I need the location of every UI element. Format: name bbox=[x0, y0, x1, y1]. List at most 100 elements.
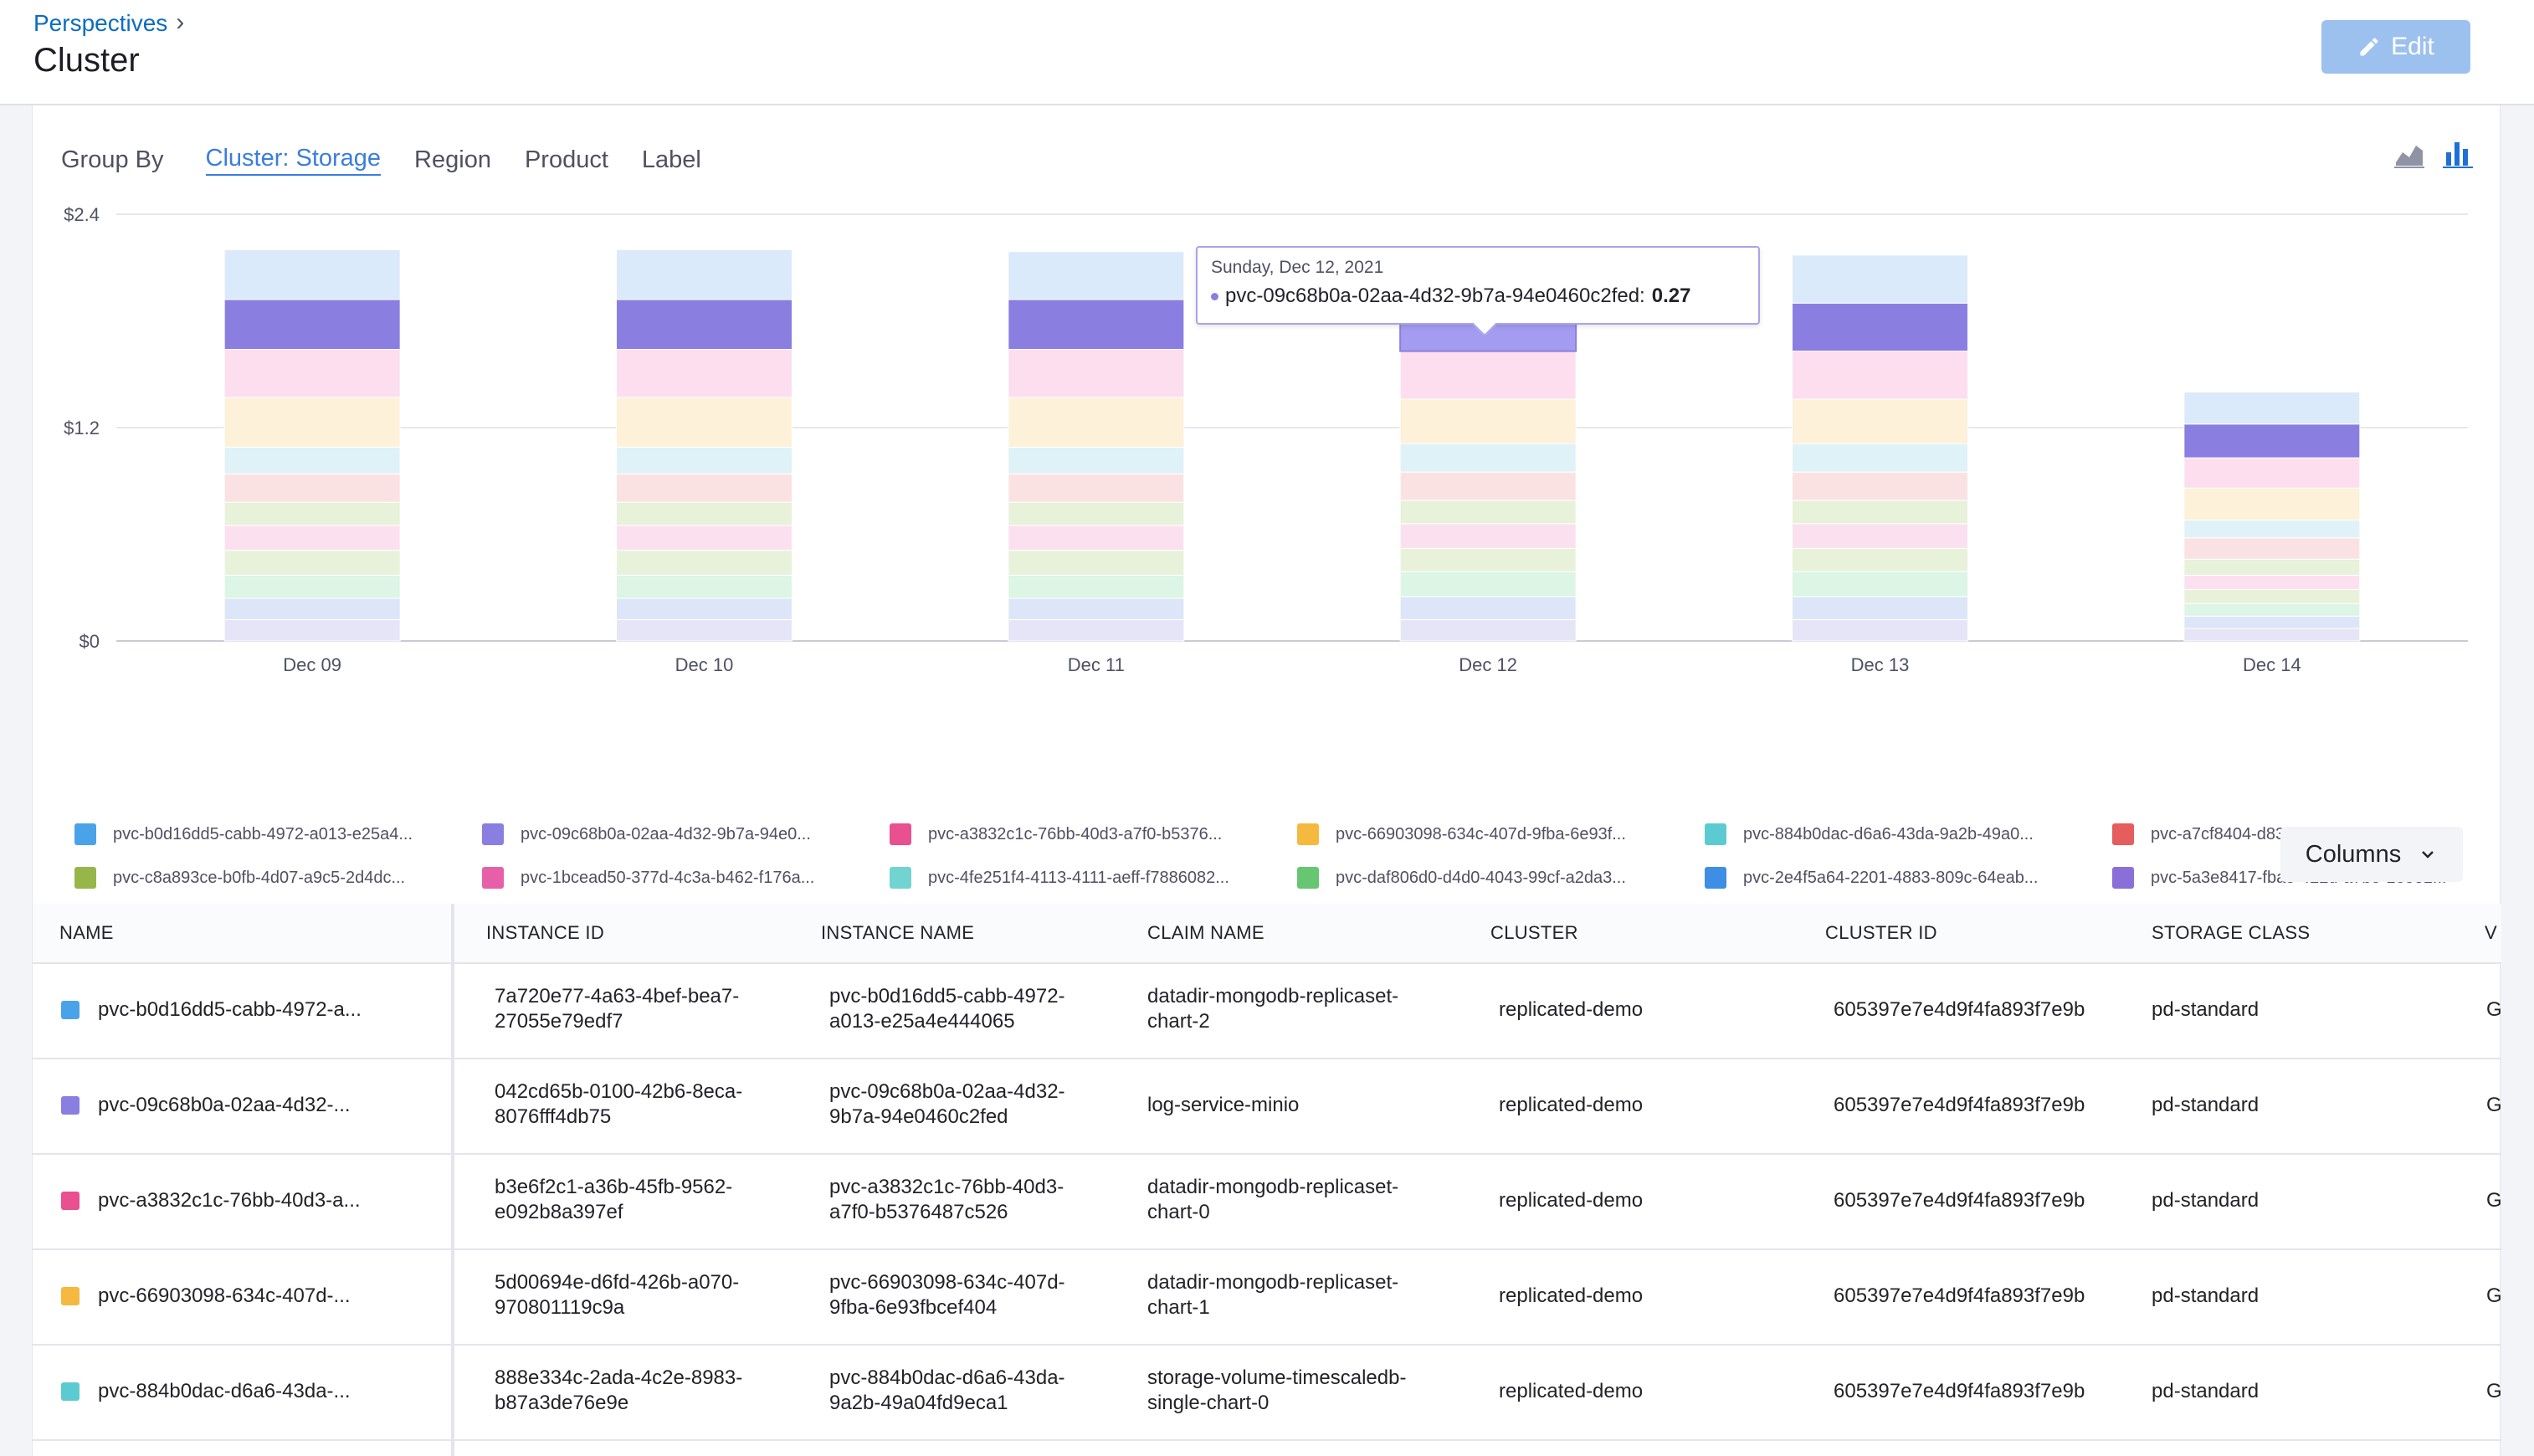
x-tick-label: Dec 09 bbox=[283, 654, 341, 675]
cell-claim-name: log-service-minio bbox=[1147, 1093, 1299, 1118]
y-tick-label: $1.2 bbox=[64, 418, 100, 438]
cell-storage-class: pd-standard bbox=[2152, 1284, 2260, 1307]
cell-name: pvc-66903098-634c-407d-... bbox=[61, 1284, 351, 1309]
x-tick-label: Dec 11 bbox=[1068, 654, 1125, 675]
cell-instance-name: pvc-884b0dac-d6a6-43da- 9a2b-49a04fd9eca1 bbox=[829, 1366, 1065, 1416]
area-chart-icon[interactable] bbox=[2393, 137, 2426, 171]
col-claim-name[interactable]: CLAIM NAME bbox=[1147, 922, 1264, 943]
bar-segment bbox=[1008, 525, 1185, 551]
cell-cluster-id: 605397e7e4d9f4fa893f7e9b bbox=[1834, 998, 2085, 1021]
bar-segment bbox=[1792, 548, 1968, 572]
cell-instance-name-line: pvc-09c68b0a-02aa-4d32- bbox=[829, 1080, 1065, 1103]
columns-button-label: Columns bbox=[2305, 840, 2402, 868]
cell-claim-name-line: chart-0 bbox=[1147, 1201, 1210, 1223]
bar-segment bbox=[223, 525, 401, 551]
bar-segment bbox=[1792, 500, 1968, 525]
bar-segment bbox=[616, 473, 793, 503]
bar-segment bbox=[616, 619, 793, 642]
bar-segment bbox=[1792, 398, 1968, 444]
col-cluster[interactable]: CLUSTER bbox=[1490, 922, 1578, 943]
row-swatch bbox=[61, 1096, 80, 1115]
bar-chart-icon[interactable] bbox=[2441, 137, 2475, 171]
col-name[interactable]: NAME bbox=[59, 922, 114, 943]
bar-segment bbox=[616, 446, 793, 474]
col-instance-id[interactable]: INSTANCE ID bbox=[486, 922, 605, 943]
cell-instance-id-line: 970801119c9a bbox=[495, 1296, 625, 1319]
cell-instance-name-line: pvc-66903098-634c-407d- bbox=[829, 1271, 1065, 1294]
bar-segment bbox=[2183, 615, 2361, 629]
breadcrumb[interactable]: Perspectives › bbox=[33, 8, 184, 37]
col-storage-class[interactable]: STORAGE CLASS bbox=[2152, 922, 2311, 943]
edit-button-label: Edit bbox=[2391, 33, 2434, 60]
cell-instance-id-line: b87a3de76e9e bbox=[495, 1392, 629, 1414]
table-row[interactable]: pvc-09c68b0a-02aa-4d32-... 042cd65b-0100-… bbox=[33, 1059, 2502, 1155]
bar-segment bbox=[1008, 349, 1185, 398]
cell-instance-id: 888e334c-2ada-4c2e-8983- b87a3de76e9e bbox=[495, 1366, 742, 1416]
col-cluster-id[interactable]: CLUSTER ID bbox=[1825, 922, 1937, 943]
bar-segment bbox=[2183, 602, 2361, 617]
tab-product[interactable]: Product bbox=[524, 146, 608, 173]
bar-segment bbox=[616, 574, 793, 599]
legend-label: pvc-daf806d0-d4d0-4043-99cf-a2da3... bbox=[1336, 868, 1626, 887]
cell-extra: G bbox=[2486, 1189, 2502, 1212]
table-row[interactable]: pvc-b0d16dd5-cabb-4972-a... 7a720e77-4a63… bbox=[33, 964, 2502, 1059]
bar-segment bbox=[1399, 548, 1577, 572]
y-tick-label: $2.4 bbox=[64, 204, 100, 225]
legend-item[interactable]: pvc-66903098-634c-407d-9fba-6e93f... bbox=[1297, 823, 1626, 845]
bar-segment bbox=[1792, 443, 1968, 473]
tab-region[interactable]: Region bbox=[414, 146, 491, 173]
col-extra[interactable]: V bbox=[2485, 922, 2497, 943]
cell-instance-id: b3e6f2c1-a36b-45fb-9562- e092b8a397ef bbox=[495, 1175, 732, 1225]
tab-cluster-storage[interactable]: Cluster: Storage bbox=[205, 145, 382, 176]
cell-instance-id: 042cd65b-0100-42b6-8eca- 8076fff4db75 bbox=[495, 1079, 742, 1130]
legend-item[interactable]: pvc-b0d16dd5-cabb-4972-a013-e25a4... bbox=[74, 823, 413, 845]
legend-item[interactable]: pvc-09c68b0a-02aa-4d32-9b7a-94e0... bbox=[482, 823, 811, 845]
columns-button[interactable]: Columns bbox=[2280, 827, 2463, 882]
bar-segment bbox=[616, 299, 793, 350]
bar-segment bbox=[1008, 597, 1185, 620]
legend-item[interactable]: pvc-daf806d0-d4d0-4043-99cf-a2da3... bbox=[1297, 867, 1626, 889]
bar-segment bbox=[223, 299, 401, 350]
cell-cluster-id: 605397e7e4d9f4fa893f7e9b bbox=[1834, 1094, 2085, 1116]
legend-item[interactable]: pvc-884b0dac-d6a6-43da-9a2b-49a0... bbox=[1705, 823, 2034, 845]
bar-segment bbox=[616, 397, 793, 448]
legend-item[interactable]: pvc-4fe251f4-4113-4111-aeff-f7886082... bbox=[890, 867, 1229, 889]
legend-item[interactable]: pvc-1bcead50-377d-4c3a-b462-f176a... bbox=[482, 867, 814, 889]
table-row[interactable]: pvc-a3832c1c-76bb-40d3-a... b3e6f2c1-a36b… bbox=[33, 1155, 2502, 1250]
page-title: Cluster bbox=[33, 42, 140, 79]
cell-storage-class: pd-standard bbox=[2152, 1380, 2260, 1402]
cell-extra: G bbox=[2486, 1094, 2502, 1116]
tooltip-row: pvc-09c68b0a-02aa-4d32-9b7a-94e0460c2fed… bbox=[1211, 285, 1745, 308]
bar-segment bbox=[616, 550, 793, 576]
cell-name: pvc-884b0dac-d6a6-43da-... bbox=[61, 1379, 351, 1404]
bar-segment bbox=[1008, 550, 1185, 576]
bar-segment bbox=[1008, 299, 1185, 350]
legend-swatch bbox=[1705, 867, 1726, 889]
cell-instance-id-line: 042cd65b-0100-42b6-8eca- bbox=[495, 1080, 743, 1103]
legend-label: pvc-a3832c1c-76bb-40d3-a7f0-b5376... bbox=[928, 824, 1223, 843]
table-row[interactable]: pvc-66903098-634c-407d-... 5d00694e-d6fd-… bbox=[33, 1250, 2502, 1346]
legend-label: pvc-884b0dac-d6a6-43da-9a2b-49a0... bbox=[1743, 824, 2034, 843]
cell-instance-id-line: 7a720e77-4a63-4bef-bea7- bbox=[495, 985, 740, 1007]
cell-instance-name: pvc-09c68b0a-02aa-4d32- 9b7a-94e0460c2fed bbox=[829, 1079, 1065, 1130]
bar-segment bbox=[2183, 457, 2361, 489]
bar-segment bbox=[1399, 523, 1577, 549]
tab-label[interactable]: Label bbox=[641, 146, 701, 173]
legend-item[interactable]: pvc-a3832c1c-76bb-40d3-a7f0-b5376... bbox=[890, 823, 1222, 845]
legend-item[interactable]: pvc-2e4f5a64-2201-4883-809c-64eab... bbox=[1705, 867, 2038, 889]
cell-name: pvc-09c68b0a-02aa-4d32-... bbox=[61, 1093, 351, 1118]
legend-swatch bbox=[74, 867, 96, 889]
legend-item[interactable]: pvc-c8a893ce-b0fb-4d07-a9c5-2d4dc... bbox=[74, 867, 405, 889]
x-tick-label: Dec 13 bbox=[1851, 654, 1910, 675]
bar-segment bbox=[223, 501, 401, 526]
cell-instance-id-line: 888e334c-2ada-4c2e-8983- bbox=[495, 1366, 743, 1389]
legend-swatch bbox=[74, 823, 96, 845]
row-swatch bbox=[61, 1287, 80, 1305]
breadcrumb-perspectives[interactable]: Perspectives bbox=[33, 10, 168, 36]
stacked-bar-chart: $0 $1.2 $2.4 Dec 09 Dec 10 Dec 11 Dec 12 Dec 13… bbox=[64, 204, 2468, 675]
col-instance-name[interactable]: INSTANCE NAME bbox=[821, 922, 975, 943]
page-header: Perspectives › Cluster Edit bbox=[0, 0, 2534, 105]
table-row[interactable]: pvc-884b0dac-d6a6-43da-... 888e334c-2ada-… bbox=[33, 1346, 2502, 1441]
bar-segment bbox=[223, 550, 401, 576]
edit-button[interactable]: Edit bbox=[2321, 20, 2470, 74]
